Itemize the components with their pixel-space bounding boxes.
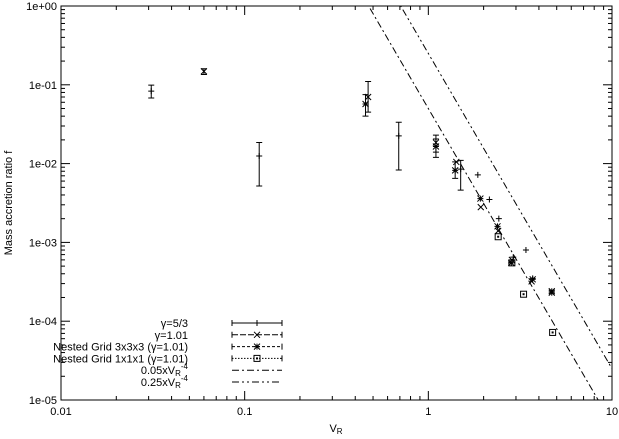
- data-point-star: [432, 138, 440, 158]
- fit-lines: [368, 6, 612, 400]
- data-point-square: [494, 233, 502, 241]
- data-point-plus: [395, 121, 402, 171]
- data-point-square: [520, 290, 528, 298]
- y-tick-label: 1e+00: [26, 1, 57, 13]
- data-point-square: [508, 259, 516, 267]
- data-point-star: [451, 161, 459, 179]
- y-tick-label: 1e-03: [29, 237, 57, 249]
- power-law-line: [368, 6, 599, 400]
- data-point-cross: [200, 68, 208, 76]
- x-tick-label: 0.01: [50, 406, 71, 418]
- data-point-star: [548, 287, 556, 295]
- axis-ticks: 0.01 0.1 1 10 1e+00 1e-01 1e-02 1e-03 1e-04 1e-05: [26, 1, 618, 418]
- legend-entry: 0.05xVR-4: [141, 362, 282, 378]
- error-bar: [457, 159, 464, 191]
- data-point-star: [494, 222, 501, 230]
- data-point-star: [529, 275, 537, 283]
- power-law-line: [400, 6, 612, 369]
- plot-frame: [60, 5, 613, 401]
- data-point-plus: [474, 171, 481, 178]
- data-point-plus: [148, 84, 155, 99]
- data-point-plus: [256, 142, 263, 187]
- legend-entry: γ=1.01: [155, 330, 283, 342]
- legend-label: 0.25xVR-4: [141, 374, 189, 390]
- x-tick-label: 0.1: [237, 406, 252, 418]
- data-points: [148, 68, 557, 336]
- data-point-plus: [495, 215, 502, 222]
- x-tick-label: 10: [606, 406, 618, 418]
- legend-label: γ=5/3: [161, 318, 188, 330]
- data-point-plus: [486, 196, 493, 203]
- legend-label: γ=1.01: [155, 330, 188, 342]
- data-point-plus: [457, 159, 464, 191]
- legend-label: 0.05xVR-4: [141, 362, 189, 378]
- legend-entry: 0.25xVR-4: [141, 374, 282, 390]
- legend-entry: Nested Grid 1x1x1 (γ=1.01): [53, 353, 283, 365]
- y-tick-label: 1e-04: [29, 316, 57, 328]
- data-point-plus: [522, 247, 529, 254]
- y-tick-label: 1e-05: [29, 395, 57, 407]
- data-point-cross: [477, 203, 485, 211]
- x-tick-label: 1: [425, 406, 431, 418]
- error-bar: [395, 121, 402, 171]
- y-tick-label: 1e-02: [29, 159, 57, 171]
- error-bar: [256, 142, 263, 187]
- legend-entry: γ=5/3: [161, 318, 283, 330]
- legend-label: Nested Grid 1x1x1 (γ=1.01): [53, 353, 188, 365]
- x-axis-label: VR: [329, 423, 342, 436]
- legend-entry: Nested Grid 3x3x3 (γ=1.01): [53, 342, 283, 354]
- data-point-star: [477, 195, 484, 202]
- y-axis-label: Mass accretion ratio f: [3, 150, 15, 255]
- y-tick-label: 1e-01: [29, 80, 57, 92]
- legend-label: Nested Grid 3x3x3 (γ=1.01): [53, 342, 188, 354]
- data-point-star: [362, 94, 369, 117]
- data-point-square: [549, 328, 557, 336]
